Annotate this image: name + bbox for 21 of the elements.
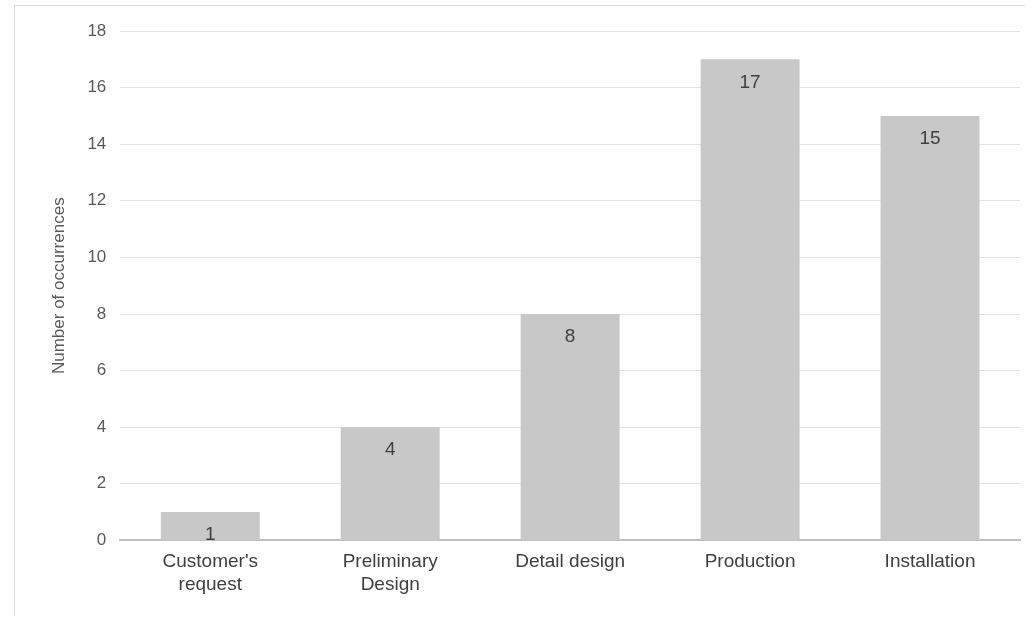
data-label: 17 [739, 70, 761, 92]
x-tick-label: Detail design [515, 550, 626, 572]
y-tick-label: 10 [87, 247, 107, 267]
y-tick-label: 2 [96, 473, 107, 493]
y-tick-label: 18 [87, 20, 107, 40]
data-label: 4 [384, 438, 396, 460]
y-tick-label: 12 [87, 190, 107, 210]
y-tick-label: 16 [87, 77, 107, 97]
y-tick-label: 0 [96, 530, 107, 550]
y-tick-label: 4 [96, 416, 107, 436]
x-tick-label: Production [704, 550, 796, 572]
y-axis-title: Number of occurrences [48, 197, 68, 375]
x-tick-label: Installation [884, 550, 976, 572]
y-tick-label: 6 [96, 360, 107, 380]
data-label: 15 [919, 127, 941, 149]
x-tick-label: Customer's request [162, 550, 259, 594]
y-tick-label: 14 [87, 133, 107, 153]
y-tick-label: 8 [96, 303, 107, 323]
x-tick-label: Preliminary Design [342, 550, 439, 594]
data-label: 1 [204, 523, 216, 545]
data-label: 8 [564, 325, 576, 347]
